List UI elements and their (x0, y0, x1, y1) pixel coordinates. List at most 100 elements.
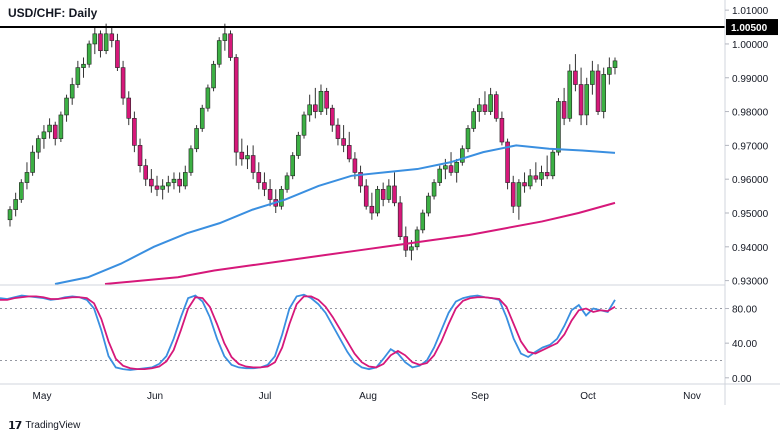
candle (284, 172, 290, 193)
candle-body (137, 145, 143, 166)
candle-body (171, 178, 177, 183)
candle-body (539, 172, 544, 180)
candle-body (369, 205, 375, 214)
candle (488, 87, 493, 115)
candle (35, 135, 41, 159)
candle (482, 91, 488, 115)
candle-body (431, 182, 437, 197)
candle (296, 131, 301, 159)
candle-body (386, 185, 392, 200)
candle-body (115, 40, 120, 68)
candle (403, 226, 409, 257)
price-plot-area (0, 23, 725, 285)
sma-fast-line (54, 144, 616, 285)
candle (177, 172, 182, 193)
candle (47, 118, 52, 139)
candle (369, 192, 375, 220)
candle-body (313, 104, 318, 112)
candle-body (126, 97, 132, 119)
candle-body (233, 57, 239, 153)
candle (98, 30, 103, 58)
candle-body (58, 114, 64, 139)
candle-body (250, 155, 256, 173)
candle (81, 57, 86, 78)
stochastic-k-line (0, 293, 616, 371)
candle (539, 165, 544, 186)
candle (573, 54, 578, 92)
candle-body (556, 101, 561, 153)
candle (103, 23, 109, 55)
candle (595, 64, 601, 115)
resistance-price-tag (726, 19, 778, 36)
candle-body (595, 70, 601, 112)
candle (499, 111, 505, 146)
brand-footer: 𝟭𝟳 TradingView (8, 419, 80, 432)
candle (7, 206, 13, 227)
candle (205, 84, 211, 112)
candle-body (160, 185, 165, 190)
candle-body (69, 84, 75, 99)
candle (567, 64, 573, 122)
candle-body (409, 246, 414, 251)
candle (307, 94, 312, 122)
candle (69, 77, 75, 105)
candle-body (301, 114, 307, 136)
stochastic-plot-area (0, 293, 725, 371)
candle (92, 27, 98, 55)
candle (245, 145, 250, 170)
candle-body (35, 138, 41, 153)
candle-body (86, 43, 92, 65)
candle (228, 30, 233, 61)
candle (211, 60, 216, 92)
candle (183, 165, 188, 190)
time-tick-label: Oct (580, 391, 596, 402)
candle (420, 209, 426, 234)
candle-body (454, 161, 459, 173)
candle (64, 94, 69, 122)
stochastic-tick-label: 40.00 (732, 339, 757, 350)
candle-body (380, 189, 386, 200)
time-tick-label: Nov (683, 391, 701, 402)
candle-body (584, 84, 590, 116)
candle-body (533, 175, 539, 180)
candle-body (460, 148, 465, 163)
stochastic-tick-label: 0.00 (732, 374, 752, 385)
candle-body (13, 199, 18, 210)
candle (363, 179, 369, 210)
candle (194, 125, 199, 153)
candle (392, 172, 397, 207)
candle-body (499, 118, 505, 143)
time-tick-label: May (33, 391, 52, 402)
candle (233, 54, 239, 166)
candle (437, 165, 442, 186)
candle (544, 155, 550, 180)
candle (58, 111, 64, 142)
candle (188, 145, 194, 176)
candle (137, 138, 143, 173)
candle (375, 185, 380, 217)
candle (216, 37, 222, 68)
candle (448, 152, 454, 176)
candle-body (426, 195, 431, 214)
candle (527, 169, 533, 190)
time-tick-label: Jun (147, 391, 163, 402)
candle-body (612, 60, 618, 68)
candle (41, 125, 47, 149)
candle (516, 179, 522, 220)
candle (330, 104, 335, 132)
candle (109, 27, 115, 48)
price-tick-label: 0.98000 (732, 108, 769, 119)
candle (584, 77, 590, 126)
candle-body (510, 182, 516, 207)
candle-body (527, 175, 533, 187)
candle-body (64, 97, 69, 116)
candle (510, 175, 516, 213)
candle (126, 91, 132, 126)
candle (477, 98, 482, 122)
stochastic-d-line (0, 295, 616, 371)
candle-body (92, 33, 98, 45)
candle-body (239, 151, 245, 160)
candle-body (296, 134, 301, 156)
candle-body (601, 74, 606, 112)
